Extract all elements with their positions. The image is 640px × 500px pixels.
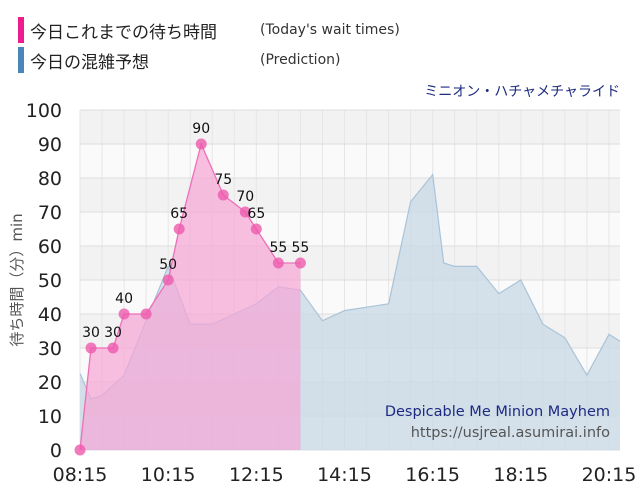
legend-today: 今日これまでの待ち時間	[18, 17, 217, 43]
x-tick-label: 20:15	[582, 464, 637, 486]
grid-band	[80, 144, 620, 178]
x-tick-label: 08:15	[53, 464, 108, 486]
today-point	[85, 342, 97, 354]
grid-band	[80, 212, 620, 246]
today-point-label: 65	[247, 206, 265, 222]
watermark-url: https://usjreal.asumirai.info	[411, 425, 610, 441]
today-point-label: 90	[192, 121, 210, 137]
today-point	[250, 223, 262, 235]
legend-prediction-subtitle: (Prediction)	[260, 52, 341, 68]
today-point-label: 75	[214, 172, 232, 188]
x-tick-label: 10:15	[141, 464, 196, 486]
y-tick-label: 0	[50, 440, 62, 462]
legend-prediction-swatch	[18, 47, 24, 73]
y-tick-label: 30	[38, 338, 62, 360]
legend-today-subtitle: (Today's wait times)	[260, 22, 400, 38]
x-tick-label: 16:15	[405, 464, 460, 486]
x-tick-label: 18:15	[493, 464, 548, 486]
y-tick-label: 80	[38, 168, 62, 190]
y-tick-label: 60	[38, 236, 62, 258]
today-point	[217, 189, 229, 201]
y-tick-label: 40	[38, 304, 62, 326]
today-point	[173, 223, 185, 235]
today-point-label: 55	[269, 240, 287, 256]
ride-name: ミニオン・ハチャメチャライド	[424, 84, 620, 100]
today-point-label: 70	[236, 189, 254, 205]
today-point-label: 30	[82, 325, 100, 341]
y-axis-label: 待ち時間（分）min	[8, 213, 26, 346]
today-point	[239, 206, 251, 218]
today-point-label: 40	[115, 291, 133, 307]
y-tick-label: 90	[38, 134, 62, 156]
today-point	[162, 274, 174, 286]
grid-band	[80, 110, 620, 144]
today-point	[140, 308, 152, 320]
today-point	[74, 444, 86, 456]
today-point	[195, 138, 207, 150]
legend-today-swatch	[18, 17, 24, 43]
y-tick-label: 70	[38, 202, 62, 224]
today-area	[80, 144, 301, 450]
x-tick-label: 14:15	[317, 464, 372, 486]
y-tick-label: 10	[38, 406, 62, 428]
grid-band	[80, 178, 620, 212]
prediction-line	[79, 173, 621, 400]
today-point-label: 65	[170, 206, 188, 222]
x-tick-label: 12:15	[229, 464, 284, 486]
legend-prediction: 今日の混雑予想	[18, 47, 149, 73]
today-point-label: 50	[159, 257, 177, 273]
today-point	[107, 342, 119, 354]
today-point	[118, 308, 130, 320]
today-point-label: 55	[291, 240, 309, 256]
y-tick-label: 100	[26, 100, 62, 122]
y-tick-label: 20	[38, 372, 62, 394]
legend-today-title: 今日これまでの待ち時間	[30, 22, 217, 43]
legend-prediction-title: 今日の混雑予想	[30, 52, 149, 73]
today-point	[294, 257, 306, 269]
y-tick-label: 50	[38, 270, 62, 292]
today-point	[272, 257, 284, 269]
today-point-label: 30	[104, 325, 122, 341]
watermark-title: Despicable Me Minion Mayhem	[385, 404, 610, 420]
